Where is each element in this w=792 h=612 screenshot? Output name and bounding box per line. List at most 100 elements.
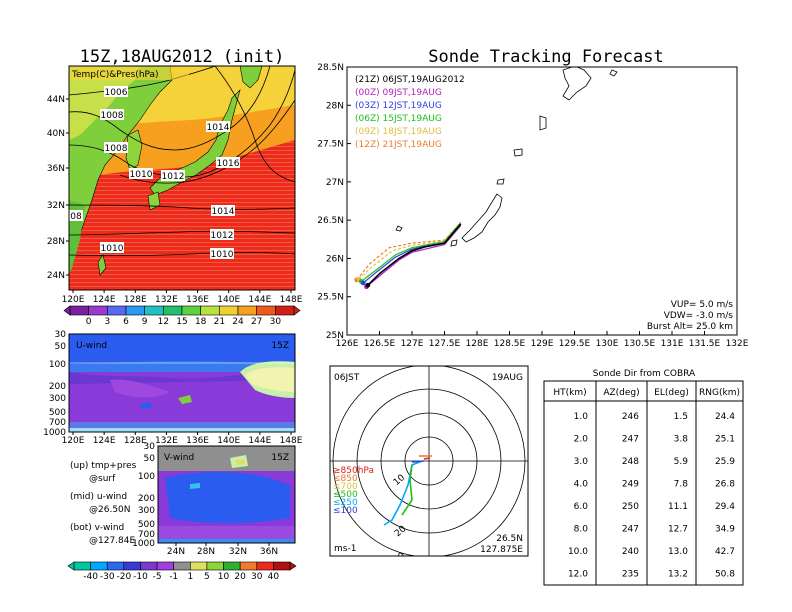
v-wind-y-tick: 100 — [138, 472, 155, 482]
u-wind-y-tick: 50 — [55, 342, 67, 352]
temp-colorbar-swatch — [181, 305, 201, 316]
temp-lon-tick: 144E — [248, 295, 271, 305]
table-header: AZ(deg) — [603, 388, 639, 398]
v-wind-label: V-wind — [164, 453, 194, 463]
wind-colorbar-swatch — [173, 561, 191, 571]
table-header: RNG(km) — [699, 388, 740, 398]
v-wind-y-tick: 30 — [144, 442, 156, 452]
table-header: EL(deg) — [654, 388, 689, 398]
legend-03z: (03Z) 12JST,19AUG — [355, 101, 442, 111]
wind-colorbar-label: -5 — [153, 572, 162, 582]
temp-colorbar-cap — [293, 305, 301, 316]
temp-lat-tick: 32N — [47, 201, 65, 211]
legend-00z: (00Z) 09JST,19AUG — [355, 88, 442, 98]
vdw-text: VDW= -3.0 m/s — [664, 311, 734, 321]
table-cell: 4.0 — [574, 480, 589, 490]
svg-text:40: 40 — [396, 574, 411, 589]
table-cell: 8.0 — [574, 525, 589, 535]
u-wind-x-tick: 124E — [93, 436, 116, 446]
temp-colorbar-swatch — [88, 305, 108, 316]
table-cell: 11.1 — [668, 502, 688, 512]
wind-colorbar-swatch — [90, 561, 108, 571]
v-wind-time: 15Z — [271, 453, 289, 463]
polar-levels: ≥850hPa ≤850 ≤700 ≤500 ≤250 ≤100 — [333, 466, 374, 516]
temp-map-label: Temp(C)&Pres(hPa) — [71, 70, 159, 80]
ascent-params: VUP= 5.0 m/s VDW= -3.0 m/s Burst Alt= 25… — [647, 300, 733, 332]
u-wind-x-tick: 148E — [280, 436, 303, 446]
u-wind-x-tick: 140E — [217, 436, 240, 446]
wind-colorbar-label: -40 — [83, 572, 98, 582]
table-cell: 7.8 — [674, 480, 689, 490]
burst-text: Burst Alt= 25.0 km — [647, 322, 733, 332]
u-wind-label: U-wind — [76, 341, 107, 351]
u-wind-plot — [69, 334, 295, 432]
table-cell: 2.0 — [574, 435, 589, 445]
track-lat-tick: 27.5N — [317, 140, 344, 150]
wind-colorbar-swatch — [256, 561, 274, 571]
tracking-legend: (21Z) 06JST,19AUG2012 (00Z) 09JST,19AUG … — [355, 75, 465, 150]
track-lat-tick: 28N — [326, 101, 344, 111]
track-lon-tick: 127E — [401, 339, 424, 349]
isobar-label: 1008 — [105, 144, 128, 154]
track-endpoint — [365, 282, 371, 288]
note-mid: (mid) u-wind — [70, 492, 127, 502]
table-cell: 29.4 — [715, 502, 735, 512]
isobar-label: 1014 — [212, 207, 235, 217]
track-line — [367, 223, 462, 286]
wind-colorbar-label: 30 — [251, 572, 263, 582]
temp-lat-tick: 36N — [47, 164, 65, 174]
level-100: ≤100 — [333, 506, 358, 516]
temp-colorbar-swatch — [69, 305, 89, 316]
temp-colorbar-swatch — [219, 305, 239, 316]
tracking-axes: 126E 126.5E 127E 127.5E 128E 128.5E 129E 129.5E… — [317, 63, 749, 349]
table-cell: 3.8 — [674, 435, 689, 445]
tracking-title: Sonde Tracking Forecast — [428, 47, 663, 67]
wind-colorbar-swatch — [140, 561, 158, 571]
temp-lat-tick: 24N — [47, 271, 65, 281]
polar-lon: 127.875E — [480, 545, 523, 555]
table-cell: 34.9 — [715, 525, 735, 535]
u-wind-y-tick: 100 — [49, 360, 66, 370]
isobar-label: 1008 — [101, 111, 124, 121]
temp-lon-tick: 148E — [280, 295, 303, 305]
v-wind-y-tick: 700 — [138, 530, 155, 540]
polar-plot: 10 20 30 40 ≥850hPa ≤850 ≤700 ≤500 ≤250 … — [330, 366, 528, 589]
track-endpoint — [360, 280, 366, 286]
temp-colorbar-swatch — [200, 305, 220, 316]
temp-lon-tick: 128E — [124, 295, 147, 305]
temp-colorbar-label: 9 — [142, 317, 148, 327]
u-wind-y-tick: 200 — [49, 382, 66, 392]
u-wind-y-tick: 1000 — [43, 428, 66, 438]
land-japan — [149, 88, 241, 196]
temp-colorbar-label: 0 — [86, 317, 92, 327]
isobar-label: 1012 — [162, 172, 185, 182]
wind-colorbar-label: -1 — [169, 572, 178, 582]
temp-lon-tick: 124E — [93, 295, 116, 305]
isobar-label: 1010 — [211, 250, 234, 260]
wind-colorbar-swatch — [106, 561, 125, 571]
v-wind-y-tick: 200 — [138, 494, 155, 504]
table-cell: 10.0 — [568, 547, 588, 557]
temp-lon-tick: 120E — [62, 295, 85, 305]
track-lon-tick: 128.5E — [494, 339, 526, 349]
table-cell: 3.0 — [574, 457, 589, 467]
track-lon-tick: 130E — [596, 339, 619, 349]
wind-colorbar-swatch — [206, 561, 224, 571]
wind-colorbar-label: -10 — [133, 572, 148, 582]
table-cell: 12.7 — [668, 525, 688, 535]
table-cell: 24.4 — [715, 412, 735, 422]
v-wind-x-tick: 36N — [260, 547, 278, 557]
temp-colorbar-label: 21 — [214, 317, 225, 327]
level-250: ≤250 — [333, 498, 358, 508]
legend-09z: (09Z) 18JST,19AUG — [355, 127, 442, 137]
wind-colorbar-label: 1 — [187, 572, 193, 582]
wind-colorbar-swatch — [123, 561, 141, 571]
wind-colorbar-cap — [67, 561, 75, 571]
island-tokunoshima — [539, 115, 547, 131]
temp-colorbar-swatch — [107, 305, 127, 316]
isobar-label: 1010 — [101, 244, 124, 254]
temp-map-title: 15Z,18AUG2012 (init) — [80, 47, 285, 67]
v-wind-x-tick: 24N — [167, 547, 185, 557]
track-lon-tick: 129.5E — [559, 339, 591, 349]
